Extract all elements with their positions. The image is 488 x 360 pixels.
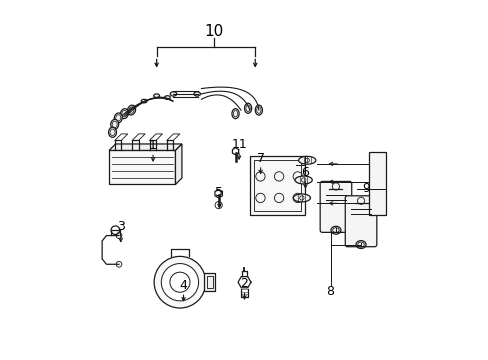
FancyBboxPatch shape — [320, 181, 351, 232]
Text: 1: 1 — [149, 139, 157, 152]
Polygon shape — [109, 144, 182, 150]
Bar — [368, 152, 385, 215]
Text: 7: 7 — [256, 152, 264, 165]
Ellipse shape — [108, 127, 116, 137]
Ellipse shape — [170, 92, 176, 96]
Text: 8: 8 — [326, 285, 334, 298]
Bar — [203, 273, 215, 291]
Ellipse shape — [298, 156, 315, 164]
Ellipse shape — [110, 120, 119, 130]
Text: 3: 3 — [117, 220, 124, 233]
FancyBboxPatch shape — [345, 196, 376, 247]
Text: 4: 4 — [179, 279, 187, 292]
Ellipse shape — [244, 103, 251, 113]
Circle shape — [154, 256, 205, 308]
Text: 5: 5 — [215, 186, 223, 199]
Ellipse shape — [164, 96, 170, 99]
Ellipse shape — [114, 113, 122, 123]
Text: 11: 11 — [231, 138, 246, 150]
Ellipse shape — [127, 105, 135, 115]
Circle shape — [161, 264, 198, 301]
Bar — [109, 150, 175, 184]
Ellipse shape — [293, 194, 310, 202]
Text: 2: 2 — [240, 278, 248, 291]
Ellipse shape — [141, 99, 147, 103]
Text: 9: 9 — [362, 183, 369, 195]
Bar — [207, 276, 212, 288]
Text: 6: 6 — [301, 166, 309, 179]
Ellipse shape — [153, 94, 159, 98]
Polygon shape — [175, 144, 182, 184]
Bar — [253, 160, 301, 211]
Ellipse shape — [255, 105, 262, 115]
Ellipse shape — [120, 109, 128, 118]
Bar — [249, 156, 305, 215]
Ellipse shape — [294, 176, 312, 184]
Ellipse shape — [231, 109, 239, 119]
Text: 10: 10 — [204, 24, 223, 39]
Ellipse shape — [194, 92, 200, 96]
